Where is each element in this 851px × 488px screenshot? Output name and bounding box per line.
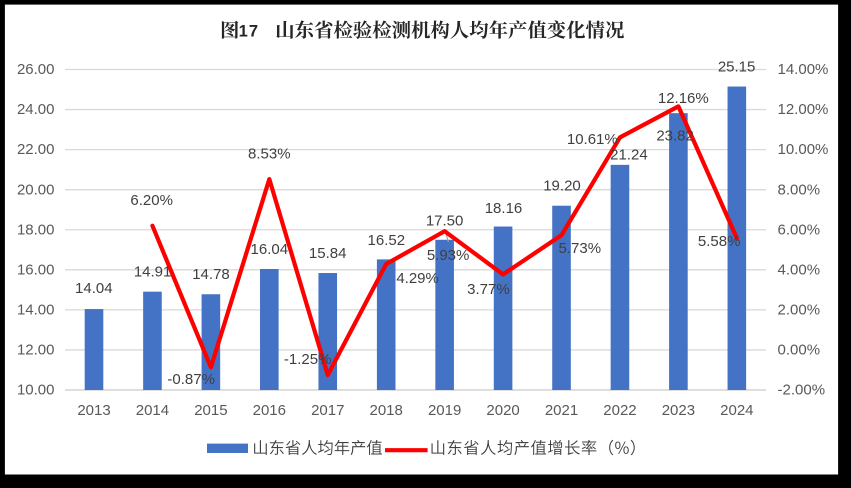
svg-text:2017: 2017 bbox=[311, 402, 344, 419]
svg-text:16.00: 16.00 bbox=[17, 261, 55, 278]
svg-text:10.00: 10.00 bbox=[17, 382, 55, 399]
svg-text:25.15: 25.15 bbox=[718, 59, 756, 76]
svg-text:-0.87%: -0.87% bbox=[167, 371, 215, 388]
svg-text:6.20%: 6.20% bbox=[130, 192, 173, 209]
svg-text:18.00: 18.00 bbox=[17, 221, 55, 238]
svg-text:-2.00%: -2.00% bbox=[778, 382, 826, 399]
svg-text:2013: 2013 bbox=[77, 402, 110, 419]
svg-text:17.50: 17.50 bbox=[426, 213, 464, 230]
svg-text:2019: 2019 bbox=[428, 402, 461, 419]
svg-text:10.61%: 10.61% bbox=[567, 131, 618, 148]
svg-text:6.00%: 6.00% bbox=[778, 221, 821, 238]
svg-text:4.00%: 4.00% bbox=[778, 261, 821, 278]
svg-text:15.84: 15.84 bbox=[309, 245, 347, 262]
svg-text:-1.25%: -1.25% bbox=[284, 351, 332, 368]
svg-text:26.00: 26.00 bbox=[17, 61, 55, 78]
svg-text:14.00%: 14.00% bbox=[778, 61, 829, 78]
svg-text:18.16: 18.16 bbox=[485, 200, 523, 217]
svg-text:2022: 2022 bbox=[603, 402, 636, 419]
svg-text:5.93%: 5.93% bbox=[427, 247, 470, 264]
svg-text:19.20: 19.20 bbox=[543, 178, 581, 195]
svg-text:5.58%: 5.58% bbox=[698, 233, 741, 250]
svg-text:24.00: 24.00 bbox=[17, 101, 55, 118]
svg-text:16.04: 16.04 bbox=[251, 241, 289, 258]
svg-text:8.53%: 8.53% bbox=[248, 146, 291, 163]
svg-text:8.00%: 8.00% bbox=[778, 181, 821, 198]
svg-text:3.77%: 3.77% bbox=[467, 281, 510, 298]
svg-text:14.78: 14.78 bbox=[192, 266, 230, 283]
svg-text:12.00%: 12.00% bbox=[778, 101, 829, 118]
svg-text:14.00: 14.00 bbox=[17, 301, 55, 318]
svg-text:12.00: 12.00 bbox=[17, 342, 55, 359]
svg-text:2023: 2023 bbox=[662, 402, 695, 419]
svg-text:20.00: 20.00 bbox=[17, 181, 55, 198]
svg-text:10.00%: 10.00% bbox=[778, 141, 829, 158]
svg-text:2021: 2021 bbox=[545, 402, 578, 419]
svg-text:2.00%: 2.00% bbox=[778, 301, 821, 318]
svg-text:21.24: 21.24 bbox=[610, 147, 648, 164]
svg-text:0.00%: 0.00% bbox=[778, 342, 821, 359]
svg-text:2016: 2016 bbox=[253, 402, 286, 419]
svg-text:2024: 2024 bbox=[720, 402, 753, 419]
svg-text:14.04: 14.04 bbox=[75, 280, 113, 297]
svg-text:23.82: 23.82 bbox=[656, 127, 694, 144]
svg-text:16.52: 16.52 bbox=[368, 232, 406, 249]
svg-text:12.16%: 12.16% bbox=[658, 90, 709, 107]
svg-text:4.29%: 4.29% bbox=[396, 270, 439, 287]
svg-text:2018: 2018 bbox=[370, 402, 403, 419]
svg-text:22.00: 22.00 bbox=[17, 141, 55, 158]
svg-text:2020: 2020 bbox=[486, 402, 519, 419]
svg-text:17: 17 bbox=[239, 22, 260, 40]
svg-text:14.91: 14.91 bbox=[134, 264, 172, 281]
svg-text:2015: 2015 bbox=[194, 402, 227, 419]
svg-text:5.73%: 5.73% bbox=[559, 240, 602, 257]
svg-text:2014: 2014 bbox=[136, 402, 169, 419]
